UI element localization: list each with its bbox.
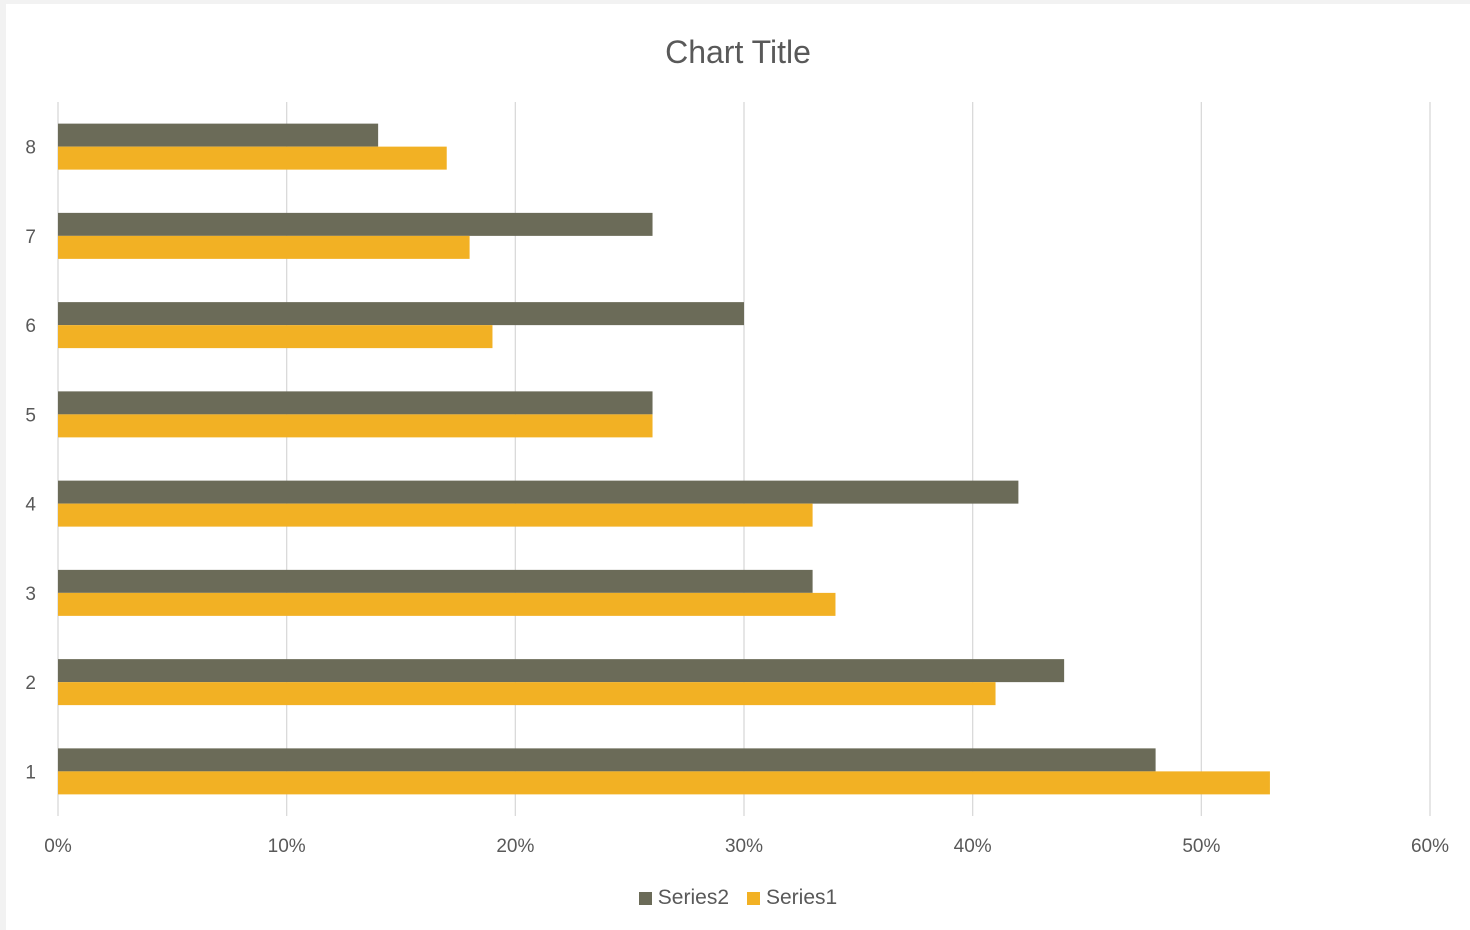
bar-series2-6 xyxy=(58,302,744,326)
bar-series1-3 xyxy=(58,592,836,616)
x-tick-label: 60% xyxy=(1411,836,1449,857)
x-tick-label: 30% xyxy=(725,836,763,857)
y-tick-label: 8 xyxy=(25,138,36,159)
y-tick-label: 5 xyxy=(25,405,36,426)
bar-series1-5 xyxy=(58,414,653,438)
bar-series1-8 xyxy=(58,146,447,170)
y-tick-label: 4 xyxy=(25,495,36,516)
bar-series2-4 xyxy=(58,480,1019,504)
legend-label-series1: Series1 xyxy=(766,886,838,909)
legend-label-series2: Series2 xyxy=(657,886,729,909)
bar-series1-4 xyxy=(58,503,813,527)
legend-swatch-series2 xyxy=(638,891,652,905)
chart-area: Chart Title 0% 10% 20% 30% 40% 50% 60% 1 2 3 4 5 6 7… xyxy=(6,4,1470,930)
bar-series1-7 xyxy=(58,235,470,259)
x-tick-label: 0% xyxy=(44,836,72,857)
bar-series1-6 xyxy=(58,325,493,349)
bar-series2-3 xyxy=(58,569,813,593)
bar-series1-2 xyxy=(58,682,996,706)
x-tick-label: 20% xyxy=(496,836,534,857)
x-tick-label: 50% xyxy=(1182,836,1220,857)
x-tick-label: 10% xyxy=(268,836,306,857)
y-tick-label: 3 xyxy=(25,584,36,605)
legend-swatch-series1 xyxy=(747,891,760,905)
legend-item-series1: Series1 xyxy=(747,886,837,910)
x-tick-label: 40% xyxy=(954,836,992,857)
bar-series2-2 xyxy=(58,659,1065,683)
chart-title: Chart Title xyxy=(665,34,811,70)
bar-series2-1 xyxy=(58,748,1156,772)
plot-area: 0% 10% 20% 30% 40% 50% 60% 1 2 3 4 5 6 7 8 xyxy=(25,102,1449,857)
y-tick-label: 6 xyxy=(25,316,36,337)
bar-series2-7 xyxy=(58,212,653,236)
y-tick-label: 1 xyxy=(25,762,36,783)
bar-series1-1 xyxy=(58,771,1270,795)
y-tick-label: 7 xyxy=(25,227,36,248)
y-tick-label: 2 xyxy=(25,673,36,694)
legend: Series2 Series1 xyxy=(6,886,1470,910)
legend-item-series2: Series2 xyxy=(638,886,729,910)
bar-series2-8 xyxy=(58,123,379,147)
bar-series2-5 xyxy=(58,391,653,415)
